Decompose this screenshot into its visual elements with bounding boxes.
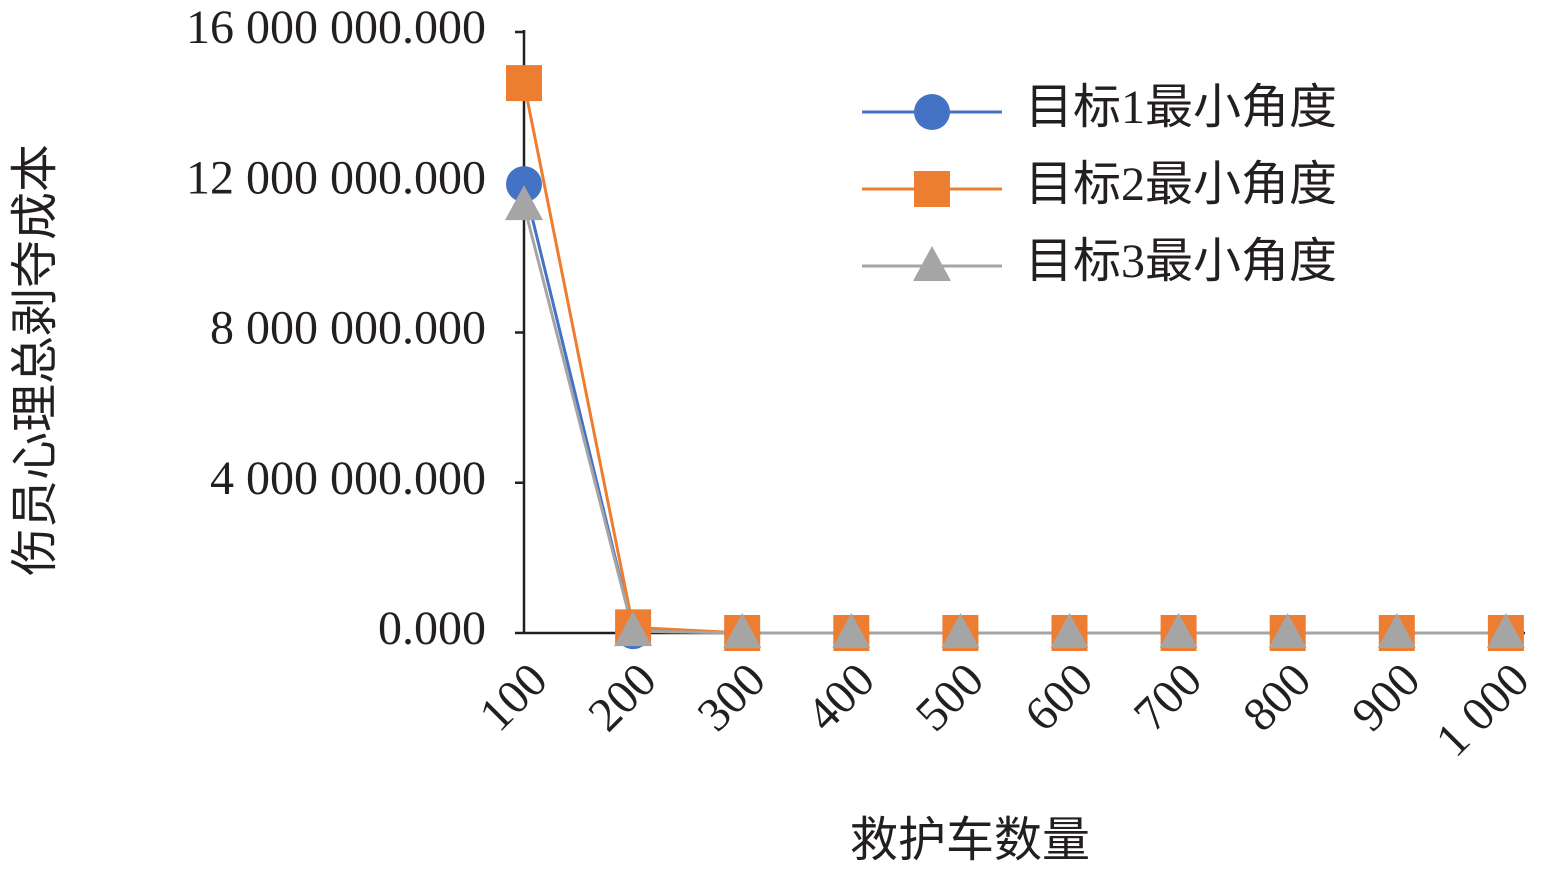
x-axis-label: 救护车数量 — [850, 814, 1090, 867]
data-point — [941, 613, 980, 648]
y-tick-label: 4 000 000.000 — [210, 452, 486, 505]
y-axis-label: 伤员心理总剥夺成本 — [9, 144, 62, 576]
data-point — [506, 166, 542, 203]
y-tick-label: 12 000 000.000 — [186, 151, 486, 204]
y-tick-label: 16 000 000.000 — [186, 1, 486, 54]
x-tick-label: 600 — [1015, 653, 1103, 741]
legend-marker — [914, 94, 950, 130]
series-line — [522, 82, 1506, 635]
series-line — [522, 183, 1506, 635]
legend-marker — [913, 246, 951, 281]
legend-label: 目标3最小角度 — [1025, 235, 1337, 288]
x-tick-label: 400 — [796, 653, 884, 741]
x-tick-label: 500 — [906, 653, 994, 741]
x-tick-label: 1 000 — [1426, 653, 1540, 767]
data-point — [1377, 613, 1416, 648]
legend-label: 目标1最小角度 — [1025, 81, 1337, 134]
data-point — [1159, 613, 1198, 648]
data-point — [505, 185, 543, 221]
x-tick-label: 700 — [1124, 653, 1212, 741]
x-tick-label: 800 — [1233, 653, 1321, 741]
data-point — [1486, 613, 1525, 648]
y-tick-label: 0.000 — [378, 602, 486, 655]
series-line — [522, 204, 1506, 635]
x-tick-label: 300 — [687, 653, 775, 741]
legend-marker — [914, 171, 950, 207]
x-tick-label: 200 — [578, 653, 666, 741]
data-point — [506, 65, 542, 102]
x-tick-label: 100 — [469, 653, 557, 741]
data-point — [1268, 613, 1307, 648]
data-point — [1050, 613, 1089, 648]
y-tick-label: 8 000 000.000 — [210, 302, 486, 355]
data-point — [614, 611, 653, 647]
x-tick-label: 900 — [1342, 653, 1430, 741]
data-point — [723, 613, 762, 648]
legend-label: 目标2最小角度 — [1025, 158, 1337, 211]
data-point — [832, 613, 871, 648]
